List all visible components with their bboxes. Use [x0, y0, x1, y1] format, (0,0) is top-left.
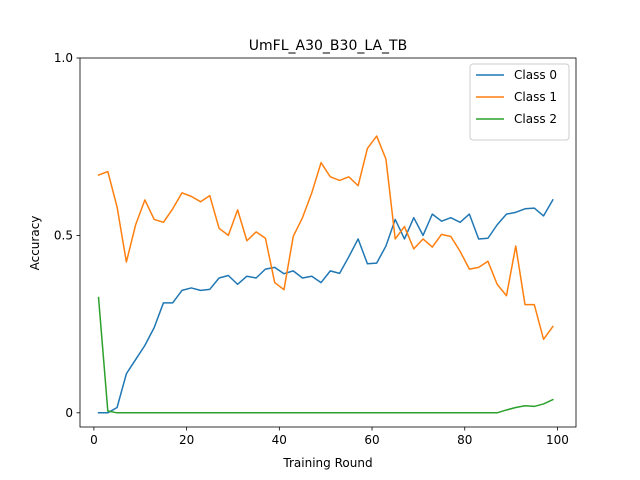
x-tick-label: 60 — [364, 433, 379, 447]
x-axis: 0 20 40 60 80 100 — [90, 427, 569, 447]
x-axis-label: Training Round — [282, 456, 372, 470]
legend-label: Class 1 — [514, 90, 557, 104]
series-line-class-1 — [97, 135, 554, 341]
y-tick-label: 0 — [65, 406, 73, 420]
x-tick-label: 40 — [272, 433, 287, 447]
y-axis: 0 0.5 1.0 — [54, 51, 80, 420]
series-line-class-2 — [97, 296, 554, 414]
legend-frame — [469, 63, 570, 141]
series-layer — [97, 135, 554, 414]
x-tick-label: 100 — [546, 433, 569, 447]
x-tick-label: 80 — [457, 433, 472, 447]
y-axis-label: Accuracy — [28, 216, 42, 271]
legend-label: Class 2 — [514, 112, 557, 126]
chart-title: UmFL_A30_B30_LA_TB — [249, 38, 407, 54]
legend: Class 0 Class 1 Class 2 — [469, 63, 570, 141]
legend-label: Class 0 — [514, 68, 557, 82]
x-tick-label: 20 — [179, 433, 194, 447]
series-line-class-0 — [97, 198, 554, 414]
x-tick-label: 0 — [90, 433, 98, 447]
y-tick-label: 0.5 — [54, 228, 73, 242]
y-tick-label: 1.0 — [54, 51, 73, 65]
